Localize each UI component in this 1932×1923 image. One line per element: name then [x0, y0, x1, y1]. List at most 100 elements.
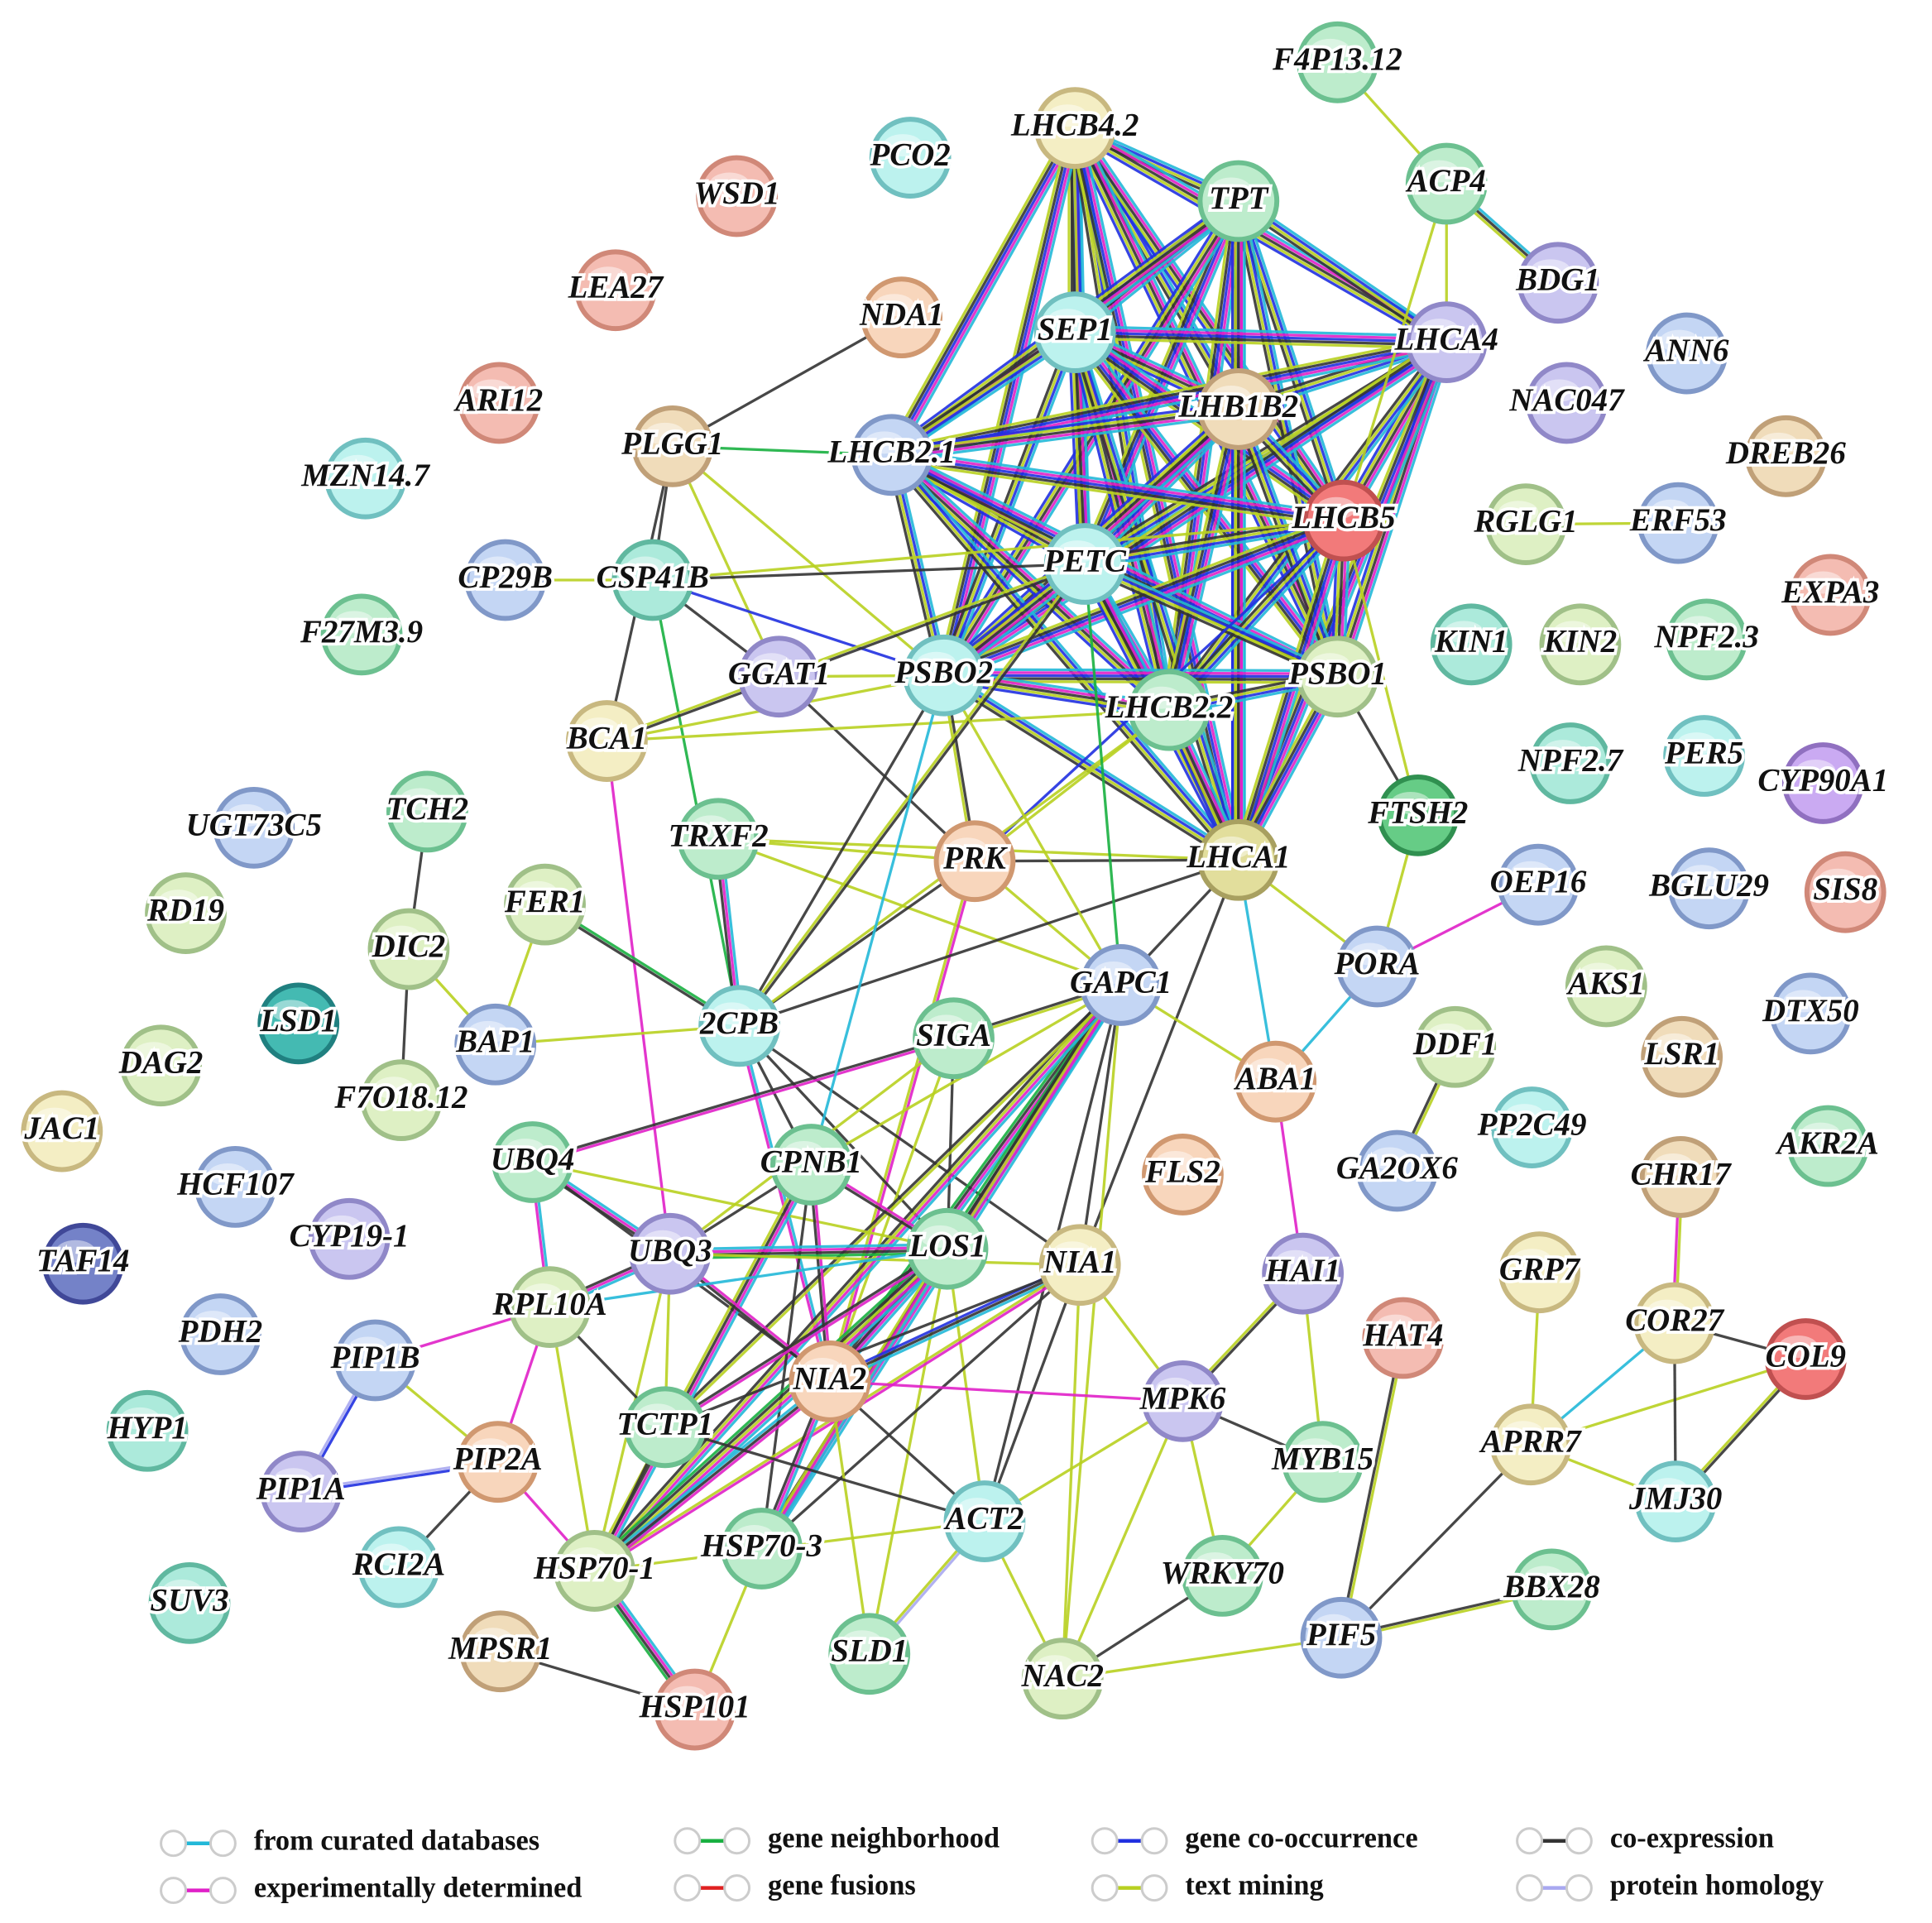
node — [41, 1222, 124, 1305]
node-highlight — [55, 1240, 96, 1263]
node — [1663, 715, 1745, 797]
node-label: FTSH2 — [1367, 794, 1468, 830]
legend-swatch-node — [209, 1877, 237, 1905]
legend-label: protein homology — [1610, 1870, 1824, 1901]
edge — [1234, 204, 1445, 348]
edge — [1167, 200, 1240, 711]
node — [721, 1508, 803, 1590]
edge — [1076, 125, 1348, 520]
edge — [945, 128, 1080, 677]
edge — [606, 561, 1086, 741]
edge — [1075, 324, 1447, 338]
node — [1498, 1231, 1580, 1314]
node-label: NPF2.3 — [1653, 619, 1758, 655]
node-label: PIP1A — [256, 1471, 346, 1507]
edge — [652, 562, 1086, 582]
node — [1641, 1015, 1723, 1098]
node-label: CP29B — [458, 559, 553, 595]
node-highlight — [1419, 160, 1460, 183]
node-highlight — [1142, 686, 1182, 709]
edge — [1073, 127, 1345, 522]
edge — [592, 983, 1121, 1571]
edge — [947, 333, 1081, 678]
node-label: TRXF2 — [669, 818, 769, 854]
edge — [651, 579, 741, 1027]
node-label: SUV3 — [150, 1582, 228, 1618]
node-label: ARI12 — [453, 382, 543, 418]
node-highlight — [1543, 740, 1583, 763]
node-label: KIN2 — [1543, 624, 1618, 659]
edge — [830, 1266, 1082, 1386]
edge — [652, 578, 945, 677]
edge — [532, 1038, 955, 1165]
node-label: COL9 — [1766, 1338, 1846, 1374]
node — [308, 1197, 391, 1280]
node-highlight — [1503, 1421, 1544, 1444]
node-label: 2CPB — [699, 1005, 779, 1041]
node-highlight — [1803, 571, 1843, 594]
node — [943, 1480, 1026, 1562]
legend-label: gene co-occurrence — [1185, 1823, 1417, 1854]
node — [738, 635, 820, 718]
node-label: PRK — [942, 841, 1009, 876]
node-label: LHCA4 — [1394, 322, 1498, 357]
node-highlight — [637, 1403, 678, 1427]
node-label: FER1 — [504, 884, 585, 919]
node-highlight — [1795, 760, 1836, 782]
node — [504, 863, 586, 946]
legend-swatch-node — [1516, 1874, 1544, 1902]
edge — [1164, 408, 1237, 710]
node-highlight — [916, 651, 956, 674]
node — [257, 982, 340, 1065]
edge — [1085, 520, 1345, 567]
edge — [671, 316, 903, 448]
node-highlight — [1419, 319, 1460, 342]
edge — [1071, 132, 1445, 349]
edge — [717, 837, 976, 863]
node-highlight — [874, 294, 914, 317]
node-highlight — [645, 422, 685, 445]
node-highlight — [273, 1468, 314, 1491]
node-label: JMJ30 — [1628, 1481, 1722, 1517]
node-label: HSP101 — [639, 1689, 750, 1724]
edge — [1342, 183, 1448, 521]
legend-label: gene neighborhood — [768, 1823, 1000, 1854]
node-label: PLGG1 — [621, 425, 723, 461]
node-label: CPNB1 — [760, 1144, 862, 1179]
edge — [942, 674, 1123, 986]
node-highlight — [1052, 1241, 1093, 1264]
node-highlight — [1310, 653, 1350, 676]
node-label: DTX50 — [1762, 993, 1859, 1029]
edge — [891, 453, 1345, 522]
node-label: ANN6 — [1642, 333, 1729, 368]
node-highlight — [1504, 1104, 1545, 1127]
node-label: F4P13.12 — [1272, 41, 1402, 77]
node-label: PIP1B — [329, 1340, 419, 1375]
node-label: LHCB2.1 — [827, 434, 956, 470]
edge — [664, 1249, 949, 1430]
node-highlight — [691, 815, 731, 838]
edge — [888, 126, 1074, 454]
edge — [1062, 1636, 1342, 1681]
node — [933, 820, 1016, 903]
node — [386, 770, 468, 853]
edge — [1530, 1357, 1806, 1446]
edge — [1162, 407, 1234, 709]
node-label: F27M3.9 — [300, 614, 423, 650]
edge — [890, 127, 1076, 456]
node-highlight — [1524, 1566, 1565, 1589]
legend-swatch-node — [1140, 1827, 1168, 1855]
node-highlight — [400, 788, 440, 811]
node-highlight — [1093, 962, 1134, 984]
node — [459, 1610, 542, 1693]
node-label: MPSR1 — [448, 1631, 552, 1666]
legend-swatch-node — [723, 1874, 751, 1902]
node-label: UGT73C5 — [186, 807, 322, 842]
node — [1637, 482, 1719, 564]
legend-swatch-node — [1565, 1827, 1593, 1855]
edge — [943, 671, 1338, 675]
node-label: HSP70-1 — [533, 1550, 655, 1585]
legend-swatch-node — [1091, 1874, 1119, 1902]
edge — [1238, 199, 1347, 521]
node-label: PSBO2 — [894, 655, 993, 690]
